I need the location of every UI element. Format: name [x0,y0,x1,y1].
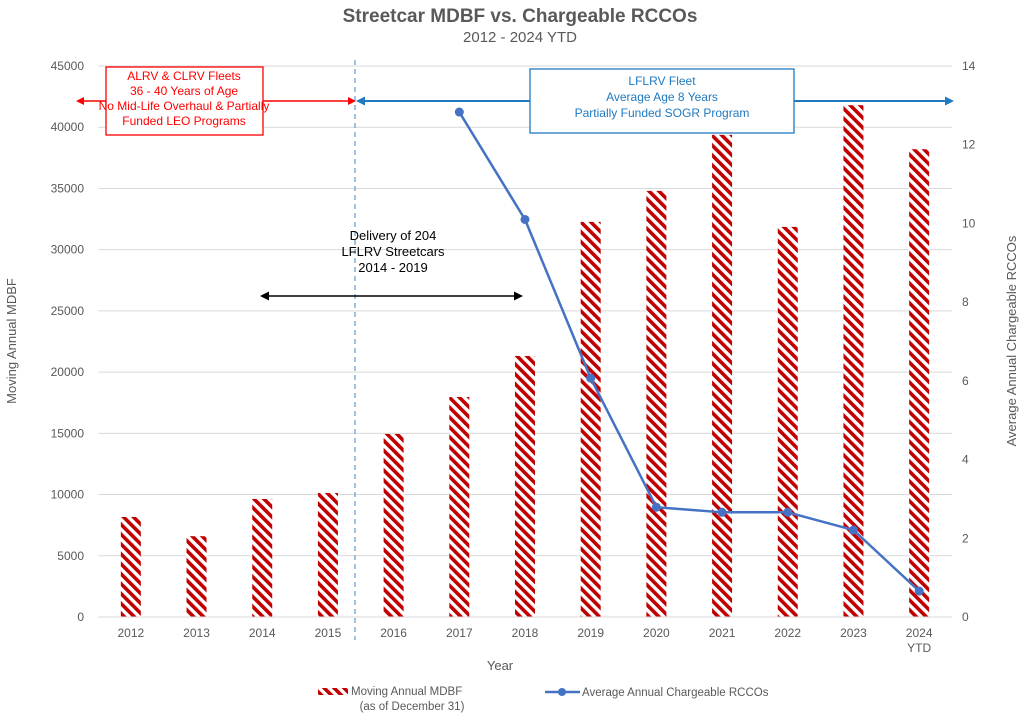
legend-label-rccos: Average Annual Chargeable RCCOs [582,687,769,699]
bar-series [120,105,930,618]
line-series [454,107,924,596]
delivery-line: LFLRV Streetcars [341,244,445,259]
x-tick-label: 2020 [643,626,670,640]
point-rccos[interactable] [651,502,661,512]
y-tick-label: 5000 [57,549,84,563]
new-fleet-line: Average Age 8 Years [606,90,718,104]
x-tick-label: 2012 [117,626,144,640]
bar-mdbf[interactable] [777,226,798,617]
y-tick-label: 10000 [51,488,85,502]
x-tick-label: 2022 [774,626,801,640]
bar-mdbf[interactable] [909,149,930,618]
y-tick-label: 0 [77,610,84,624]
x-tick-label: 2023 [840,626,867,640]
old-fleet-line: Funded LEO Programs [122,114,245,128]
point-rccos[interactable] [454,107,464,117]
bar-mdbf[interactable] [580,221,601,618]
point-rccos[interactable] [848,525,858,535]
legend-item-rccos[interactable]: Average Annual Chargeable RCCOs [545,687,769,699]
y-tick-label: 30000 [51,243,85,257]
point-rccos[interactable] [783,507,793,517]
gridlines [98,65,952,557]
y2-tick-label: 2 [962,531,969,545]
point-rccos[interactable] [914,586,924,596]
legend-item-mdbf[interactable]: Moving Annual MDBF (as of December 31) [318,686,465,713]
y-tick-label: 15000 [51,426,85,440]
bar-mdbf[interactable] [515,355,535,617]
x-tick-label: 2016 [380,626,407,640]
bar-mdbf[interactable] [252,498,273,617]
old-fleet-line: 36 - 40 Years of Age [130,84,238,98]
y2-tick-label: 8 [962,295,969,309]
x-tick-label: 2017 [446,626,473,640]
x-tick-label: 2018 [512,626,539,640]
chart-subtitle: 2012 - 2024 YTD [463,29,577,46]
new-fleet-box [529,68,795,134]
point-rccos[interactable] [586,373,596,383]
y2-tick-label: 10 [962,216,976,230]
y-tick-label: 40000 [51,120,85,134]
y-tick-label: 25000 [51,304,85,318]
x-tick-label: 2021 [709,626,736,640]
delivery-annotation: Delivery of 204 LFLRV Streetcars 2014 - … [341,228,445,275]
x-tick-label: YTD [907,641,931,655]
y-tick-label: 45000 [51,59,85,73]
bar-mdbf[interactable] [449,396,470,617]
bar-mdbf[interactable] [843,105,864,617]
x-tick-label: 2013 [183,626,210,640]
y-axis-ticks: 0 5000 10000 15000 20000 25000 30000 35000 40000… [51,59,85,624]
y2-axis-label: Average Annual Chargeable RCCOs [1004,235,1019,446]
new-fleet-line: LFLRV Fleet [628,74,696,88]
bar-mdbf[interactable] [712,134,733,617]
x-tick-label: 2015 [315,626,342,640]
legend-label-mdbf-sub: (as of December 31) [360,701,465,713]
x-tick-label: 2024 [906,626,933,640]
y-axis-label: Moving Annual MDBF [4,278,19,404]
new-fleet-annotation: LFLRV Fleet Average Age 8 Years Partiall… [575,74,750,120]
y-tick-label: 20000 [51,365,85,379]
old-fleet-annotation: ALRV & CLRV Fleets 36 - 40 Years of Age … [99,69,270,128]
chart-title: Streetcar MDBF vs. Chargeable RCCOs [343,6,698,27]
x-tick-label: 2019 [577,626,604,640]
bar-mdbf[interactable] [186,536,207,617]
x-axis-ticks: 2012 2013 2014 2015 2016 2017 2018 2019 2020 2021… [117,626,932,655]
legend-marker-rccos [558,688,566,696]
line-rccos [458,111,921,592]
legend-swatch-mdbf [318,688,348,695]
legend-label-mdbf: Moving Annual MDBF [351,686,462,698]
bar-mdbf[interactable] [120,516,141,617]
y2-tick-label: 12 [962,138,976,152]
point-rccos[interactable] [717,507,727,517]
y-tick-label: 35000 [51,181,85,195]
old-fleet-line: No Mid-Life Overhaul & Partially [99,99,270,113]
point-rccos[interactable] [520,214,530,224]
old-fleet-box [105,66,264,136]
bar-mdbf[interactable] [646,190,667,618]
y2-tick-label: 14 [962,59,976,73]
new-fleet-line: Partially Funded SOGR Program [575,106,750,120]
old-fleet-line: ALRV & CLRV Fleets [127,69,241,83]
bar-mdbf[interactable] [317,492,338,617]
y2-axis-ticks: 0 2 4 6 8 10 12 14 [962,59,976,624]
y2-tick-label: 0 [962,610,969,624]
delivery-line: Delivery of 204 [350,228,437,243]
y2-tick-label: 6 [962,374,969,388]
legend: Moving Annual MDBF (as of December 31) A… [318,686,769,713]
y2-tick-label: 4 [962,453,969,467]
delivery-line: 2014 - 2019 [358,260,427,275]
x-tick-label: 2014 [249,626,276,640]
x-axis-label: Year [487,658,514,673]
bar-mdbf[interactable] [383,433,404,617]
